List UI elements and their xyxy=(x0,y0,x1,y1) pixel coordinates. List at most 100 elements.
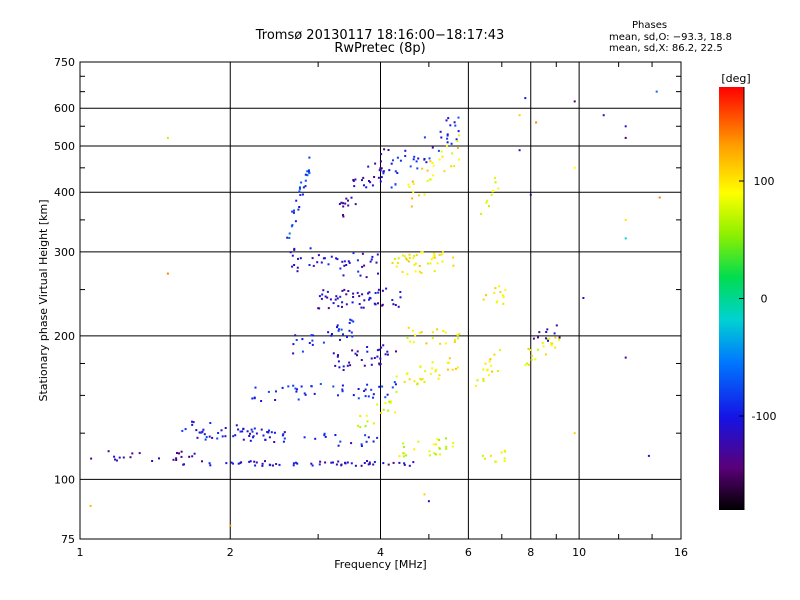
data-point xyxy=(409,340,412,343)
data-point xyxy=(380,153,383,156)
data-point xyxy=(376,253,379,256)
data-point xyxy=(296,266,299,269)
data-point xyxy=(323,434,326,437)
data-point xyxy=(376,355,379,358)
data-point xyxy=(365,440,368,443)
data-point xyxy=(405,454,408,457)
data-point xyxy=(304,393,307,396)
data-point xyxy=(293,209,295,212)
data-point xyxy=(555,324,558,327)
data-point xyxy=(239,430,242,433)
data-point xyxy=(298,187,301,190)
data-point xyxy=(294,334,297,337)
data-point xyxy=(114,458,116,461)
data-point xyxy=(369,181,372,184)
data-point xyxy=(201,430,204,433)
data-point xyxy=(273,431,276,434)
data-point xyxy=(260,428,263,431)
data-point xyxy=(503,457,506,460)
data-point xyxy=(270,431,273,434)
data-point xyxy=(267,390,270,393)
data-point xyxy=(275,463,278,465)
data-point xyxy=(413,155,416,158)
data-point xyxy=(352,252,355,255)
data-point xyxy=(337,444,340,447)
x-tick-label: 8 xyxy=(527,546,534,559)
data-point xyxy=(308,172,311,175)
data-point xyxy=(368,291,371,294)
data-point xyxy=(299,257,302,260)
y-tick-label: 200 xyxy=(54,330,75,343)
data-point xyxy=(292,352,295,355)
data-point xyxy=(364,434,367,437)
data-point xyxy=(252,436,254,439)
data-point xyxy=(337,305,340,308)
data-point xyxy=(445,445,448,448)
data-point xyxy=(260,400,263,402)
data-point xyxy=(347,260,350,263)
data-point xyxy=(377,288,380,291)
data-point xyxy=(484,457,486,460)
data-point xyxy=(393,381,396,384)
data-point xyxy=(413,254,416,257)
data-point xyxy=(388,400,391,403)
data-point xyxy=(435,453,437,456)
data-point xyxy=(442,330,445,332)
data-point xyxy=(365,414,368,417)
data-point xyxy=(291,265,294,268)
data-point xyxy=(418,265,421,267)
data-point xyxy=(502,302,505,305)
data-point xyxy=(312,264,315,267)
data-point xyxy=(368,462,371,465)
data-point xyxy=(268,436,271,439)
data-point xyxy=(456,333,459,336)
data-point xyxy=(482,377,485,380)
data-point xyxy=(367,395,370,398)
data-point xyxy=(232,462,234,465)
data-point xyxy=(304,179,307,182)
data-point xyxy=(624,237,627,240)
data-point xyxy=(377,176,380,179)
data-point xyxy=(426,169,429,172)
data-point xyxy=(334,298,337,301)
data-point xyxy=(343,264,346,267)
data-point xyxy=(292,462,295,465)
data-point xyxy=(335,295,338,298)
data-point xyxy=(251,397,254,400)
data-point xyxy=(421,377,424,380)
data-point xyxy=(538,331,541,334)
data-point xyxy=(203,433,206,436)
data-point xyxy=(480,212,483,215)
data-point xyxy=(311,339,314,342)
data-point xyxy=(382,408,385,411)
data-point xyxy=(180,455,183,458)
data-point xyxy=(237,428,240,431)
data-point xyxy=(253,427,256,430)
data-point xyxy=(295,199,298,202)
data-point xyxy=(457,116,460,119)
data-point xyxy=(211,436,214,439)
data-point xyxy=(363,364,366,367)
data-point xyxy=(300,385,303,388)
data-point xyxy=(351,301,354,304)
data-point xyxy=(235,424,238,427)
data-point xyxy=(407,183,410,186)
data-point xyxy=(624,356,627,359)
data-point xyxy=(518,114,521,117)
data-point xyxy=(178,452,180,455)
data-point xyxy=(346,364,349,367)
data-point xyxy=(488,205,490,208)
data-point xyxy=(368,180,370,182)
data-point xyxy=(402,442,405,445)
data-point xyxy=(351,335,354,338)
data-point xyxy=(392,303,395,306)
data-point xyxy=(385,287,388,290)
data-point xyxy=(349,318,352,321)
data-point xyxy=(297,257,299,260)
data-point xyxy=(322,341,325,344)
data-point xyxy=(292,384,295,387)
data-point xyxy=(438,447,441,450)
colorbar-tick-label: -100 xyxy=(752,410,777,423)
data-point xyxy=(195,429,198,432)
